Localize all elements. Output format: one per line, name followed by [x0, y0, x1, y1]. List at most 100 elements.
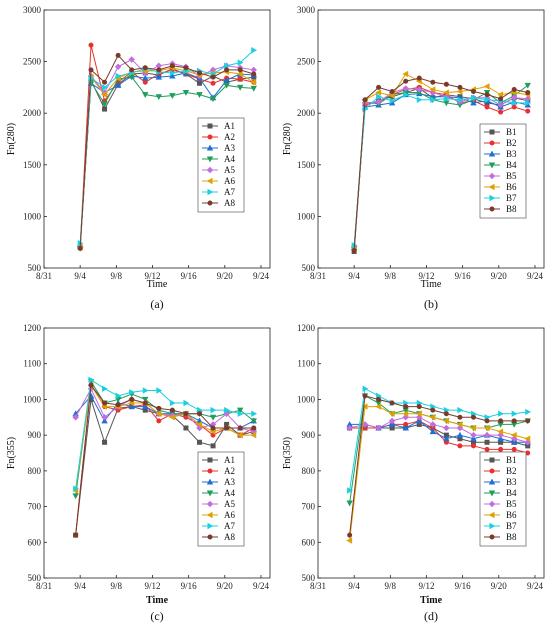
data-point — [456, 88, 463, 95]
plot-frame — [43, 9, 271, 269]
data-point — [129, 67, 135, 73]
data-point — [155, 73, 163, 80]
legend-label: A4 — [224, 488, 235, 498]
data-point — [115, 72, 122, 80]
y-tick-label: 1000 — [23, 394, 42, 404]
data-point — [525, 90, 531, 96]
data-point — [210, 74, 216, 80]
data-point — [236, 431, 243, 439]
data-point — [511, 86, 517, 92]
data-point — [156, 418, 162, 424]
y-tick-label: 1000 — [23, 211, 42, 221]
x-tick-label: 9/12 — [144, 581, 160, 591]
data-point — [457, 443, 463, 449]
y-tick-label: 700 — [302, 502, 316, 512]
data-point — [224, 406, 230, 414]
x-axis-title: Time — [421, 279, 442, 290]
y-axis-title: Fn(280) — [282, 123, 293, 155]
legend-label: A5 — [224, 165, 235, 175]
data-point — [470, 424, 476, 432]
legend-label: A3 — [224, 477, 235, 487]
data-point — [498, 446, 504, 452]
data-point — [209, 96, 217, 103]
data-point — [416, 75, 422, 81]
legend-marker — [489, 129, 495, 135]
data-point — [183, 65, 189, 71]
legend-marker — [488, 162, 496, 169]
data-point — [236, 70, 243, 78]
data-point — [142, 403, 149, 410]
x-tick-label: 9/4 — [74, 271, 86, 281]
data-point — [443, 89, 449, 96]
data-point — [497, 428, 504, 435]
data-point — [376, 93, 382, 100]
legend-box — [479, 451, 527, 547]
data-point — [72, 414, 79, 421]
data-point — [346, 500, 353, 507]
data-point — [224, 62, 230, 69]
series-line — [353, 93, 528, 248]
y-tick-label: 1100 — [297, 359, 315, 369]
x-tick-label: 9/16 — [455, 271, 472, 281]
y-tick-label: 3000 — [23, 5, 42, 15]
legend-marker — [489, 206, 495, 212]
legend-label: B1 — [506, 455, 517, 465]
y-tick-label: 3000 — [297, 5, 316, 15]
data-point — [443, 435, 450, 442]
data-point — [251, 47, 258, 54]
data-point — [403, 78, 409, 84]
panel-label: (c) — [150, 609, 163, 623]
y-tick-label: 900 — [302, 430, 316, 440]
y-tick-label: 500 — [28, 263, 42, 273]
legend-marker — [489, 457, 495, 463]
data-point — [376, 84, 382, 90]
data-point — [250, 79, 257, 86]
x-tick-label: 9/12 — [418, 271, 434, 281]
data-point — [429, 86, 436, 93]
x-tick-label: 9/8 — [385, 271, 397, 281]
data-point — [196, 439, 202, 445]
x-tick-label: 9/16 — [181, 581, 198, 591]
legend-label: A2 — [224, 466, 235, 476]
data-point — [88, 376, 95, 383]
series-a8 — [77, 52, 257, 251]
data-point — [470, 443, 476, 449]
x-tick-label: 9/8 — [111, 581, 123, 591]
x-tick-label: 8/31 — [36, 581, 52, 591]
data-point — [183, 399, 190, 407]
legend-label: A2 — [224, 132, 235, 142]
data-point — [389, 89, 395, 95]
data-point — [115, 402, 121, 408]
data-point — [210, 425, 216, 431]
legend-label: A5 — [224, 499, 235, 509]
x-tick-label: 9/8 — [385, 581, 397, 591]
data-point — [498, 109, 504, 115]
legend-marker — [206, 500, 214, 508]
legend-label: A6 — [224, 510, 235, 520]
data-point — [498, 418, 504, 424]
data-point — [470, 435, 477, 442]
plot-frame — [317, 327, 545, 579]
x-tick-label: 9/24 — [253, 271, 270, 281]
data-point — [115, 392, 122, 400]
data-point — [389, 97, 396, 105]
x-axis-title: Time — [420, 595, 443, 606]
x-tick-label: 9/20 — [217, 271, 234, 281]
data-point — [142, 79, 148, 85]
data-point — [375, 424, 382, 432]
legend-label: B2 — [506, 138, 517, 148]
x-tick-label: 9/20 — [491, 581, 508, 591]
data-point — [430, 96, 437, 103]
data-point — [497, 101, 504, 109]
y-axis-title: Fn(355) — [6, 437, 17, 469]
data-point — [101, 414, 108, 421]
data-point — [73, 532, 79, 538]
x-axis-title: Time — [147, 279, 168, 290]
data-point — [155, 94, 163, 101]
data-point — [142, 74, 149, 81]
data-point — [183, 411, 189, 417]
data-point — [88, 382, 94, 388]
data-point — [250, 85, 257, 92]
legend-label: A8 — [224, 198, 235, 208]
